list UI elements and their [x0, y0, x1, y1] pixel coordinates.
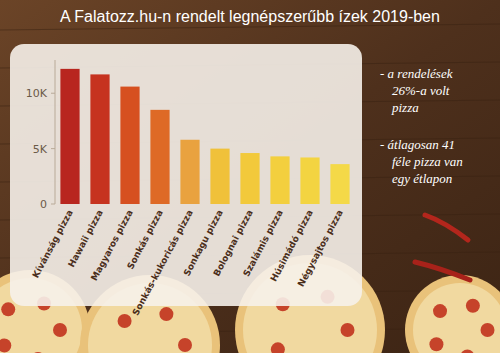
x-tick-label: Négysajtos pizza — [296, 208, 345, 288]
y-tick-label: 10K — [26, 87, 48, 100]
pizza-decoration — [0, 338, 11, 352]
title: A Falatozz.hu-n rendelt legnépszerűbb íz… — [60, 8, 440, 25]
panel — [10, 44, 362, 306]
annotation: - átlagosan 41féle pizza vanegy étlapon — [380, 137, 463, 186]
y-tick-label: 0 — [40, 198, 47, 211]
chili-decoration — [425, 215, 468, 240]
bar — [90, 74, 109, 204]
y-tick — [51, 148, 55, 149]
pizza-decoration — [1, 302, 15, 316]
chili-decoration — [415, 262, 470, 280]
bar — [270, 156, 289, 204]
pizza-decoration — [405, 275, 500, 353]
pizza-decoration — [433, 304, 447, 318]
x-tick-label: Magyaros pizza — [89, 208, 135, 282]
pizza-decoration — [159, 307, 173, 321]
y-tick — [51, 93, 55, 94]
pizza-decoration — [466, 299, 480, 313]
bar — [330, 164, 349, 204]
annotation: - a rendelések26%-a voltpizza — [380, 66, 453, 115]
bar — [210, 149, 229, 204]
bars — [60, 69, 349, 204]
bar — [120, 87, 139, 204]
y-tick-label: 5K — [33, 143, 48, 156]
bar — [180, 140, 199, 204]
pizza-decoration — [271, 342, 285, 353]
bar — [300, 157, 319, 204]
bar — [240, 153, 259, 204]
pizza-decoration — [460, 349, 474, 353]
pizza-decoration — [53, 323, 67, 337]
pizza-decoration — [481, 323, 495, 337]
bar — [150, 110, 169, 204]
pizza-decoration — [178, 338, 192, 352]
pizza-decoration — [118, 314, 132, 328]
pizza-decoration — [429, 337, 443, 351]
pizza-decoration — [413, 283, 500, 353]
y-axis — [55, 60, 56, 204]
bar — [60, 69, 79, 204]
y-tick — [51, 204, 55, 205]
x-tick-label: Kívánság pizza — [30, 208, 74, 279]
chart: A Falatozz.hu-n rendelt legnépszerűbb íz… — [0, 0, 500, 353]
x-tick-label: Sonkás-kukoricás pizza — [131, 208, 195, 317]
pizza-decoration — [31, 352, 45, 353]
pizza-decoration — [341, 323, 355, 337]
